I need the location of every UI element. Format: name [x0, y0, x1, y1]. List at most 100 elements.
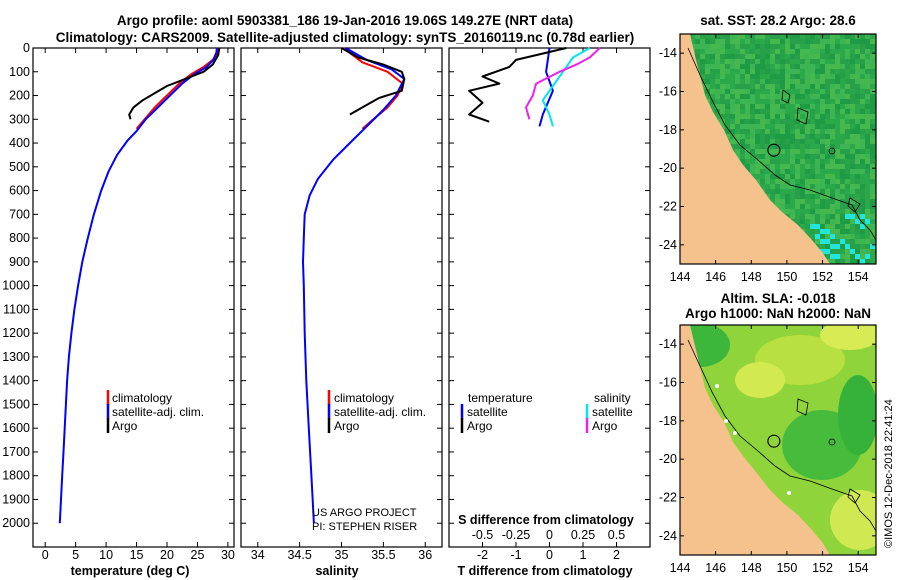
sst-cell: [755, 34, 760, 39]
sst-cell: [745, 59, 750, 64]
sst-cell: [740, 134, 745, 139]
sst-cell: [870, 149, 875, 154]
sst-cell: [775, 39, 780, 44]
sst-cell: [855, 44, 860, 49]
sst-cell: [825, 134, 830, 139]
sst-cell: [790, 214, 795, 219]
sst-cell: [820, 169, 825, 174]
sst-cell: [825, 204, 830, 209]
sst-cell: [845, 34, 850, 39]
sst-cell: [740, 104, 745, 109]
sst-cell: [700, 69, 705, 74]
series-line: [302, 47, 406, 524]
sst-cell: [845, 139, 850, 144]
map-x-tick-label: 148: [741, 561, 762, 575]
sst-cell: [790, 209, 795, 214]
sst-cell: [840, 59, 845, 64]
sst-cell: [770, 64, 775, 69]
sst-cell: [795, 219, 800, 224]
sst-cell: [850, 194, 855, 199]
sst-cell: [835, 39, 840, 44]
sst-cell: [810, 74, 815, 79]
sst-cell: [850, 44, 855, 49]
sst-cell: [825, 84, 830, 89]
sst-cell: [740, 94, 745, 99]
sst-cell: [865, 104, 870, 109]
sla-map-title-2: Argo h1000: NaN h2000: NaN: [685, 306, 871, 321]
sst-cell: [805, 39, 810, 44]
sst-cell: [815, 154, 820, 159]
sst-cell: [770, 159, 775, 164]
sst-cell: [735, 74, 740, 79]
sst-cell: [820, 54, 825, 59]
sst-cell: [850, 134, 855, 139]
sst-cell: [800, 224, 805, 229]
sst-cell: [750, 154, 755, 159]
sst-cell: [805, 84, 810, 89]
sst-cell: [805, 104, 810, 109]
sst-cell: [850, 239, 855, 244]
sst-cell: [760, 119, 765, 124]
sst-cell: [830, 139, 835, 144]
sst-cell: [750, 59, 755, 64]
sst-cell: [745, 159, 750, 164]
sst-cell: [735, 114, 740, 119]
sst-cell: [840, 249, 845, 254]
sst-cell: [705, 59, 710, 64]
sst-cell: [815, 144, 820, 149]
sst-cell: [810, 114, 815, 119]
sst-cell: [775, 144, 780, 149]
sst-cell: [700, 34, 705, 39]
sst-cell: [745, 79, 750, 84]
sst-cell: [780, 144, 785, 149]
sst-cell: [770, 184, 775, 189]
sst-cell: [820, 214, 825, 219]
sst-cell: [850, 229, 855, 234]
sst-cell: [810, 79, 815, 84]
x-tick-label: 0: [546, 548, 553, 562]
sst-cell: [850, 169, 855, 174]
sst-cell: [870, 134, 875, 139]
sst-cell-cool: [860, 224, 865, 229]
sst-cell: [840, 34, 845, 39]
sst-cell: [790, 184, 795, 189]
sst-cell: [840, 64, 845, 69]
sst-cell: [705, 94, 710, 99]
sst-cell: [850, 189, 855, 194]
sst-cell: [715, 89, 720, 94]
sst-cell: [710, 84, 715, 89]
sst-cell: [785, 134, 790, 139]
depth-tick-label: 1000: [2, 279, 30, 293]
sst-cell: [810, 184, 815, 189]
sst-cell: [815, 189, 820, 194]
sst-cell: [780, 54, 785, 59]
sst-cell: [865, 124, 870, 129]
credit-project: US ARGO PROJECT: [312, 507, 417, 519]
sst-cell: [735, 129, 740, 134]
sst-cell: [805, 59, 810, 64]
sst-cell: [815, 49, 820, 54]
sst-cell: [765, 104, 770, 109]
sst-cell: [840, 189, 845, 194]
sst-cell: [815, 79, 820, 84]
sst-cell: [795, 104, 800, 109]
sla-map-reef-outline: [847, 488, 861, 504]
sst-cell: [840, 89, 845, 94]
sst-cell: [850, 89, 855, 94]
sst-cell: [755, 134, 760, 139]
sst-cell: [775, 204, 780, 209]
sst-cell: [780, 159, 785, 164]
sst-cell: [745, 69, 750, 74]
sst-cell: [725, 84, 730, 89]
sst-cell: [750, 169, 755, 174]
sst-cell: [770, 144, 775, 149]
sst-cell: [700, 54, 705, 59]
sst-cell: [750, 124, 755, 129]
sst-cell: [835, 259, 840, 264]
s-diff-tick-label: 0: [546, 528, 553, 542]
sst-cell: [840, 234, 845, 239]
sst-cell: [860, 219, 865, 224]
sst-cell: [790, 189, 795, 194]
sst-cell: [830, 239, 835, 244]
sst-cell: [870, 69, 875, 74]
